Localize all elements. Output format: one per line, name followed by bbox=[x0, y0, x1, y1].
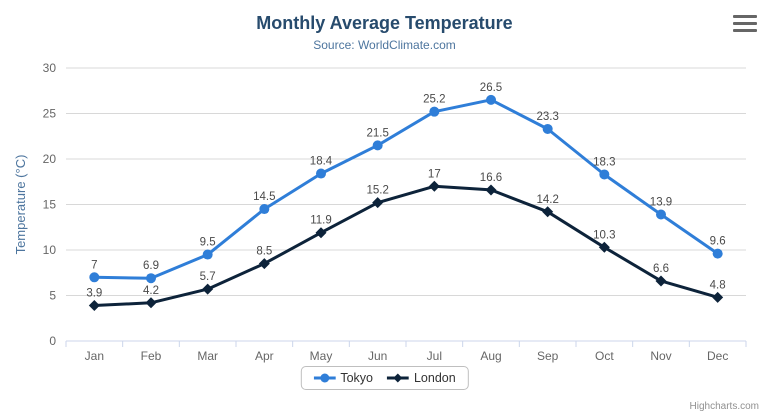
hamburger-menu-icon bbox=[733, 28, 757, 32]
x-axis-label: Apr bbox=[255, 349, 274, 363]
data-point-tokyo[interactable] bbox=[202, 249, 213, 260]
data-point-london[interactable] bbox=[598, 241, 610, 253]
data-point-tokyo[interactable] bbox=[542, 123, 553, 134]
x-axis-label: Sep bbox=[537, 349, 559, 363]
data-label: 15.2 bbox=[366, 185, 388, 197]
y-axis-tick-label: 10 bbox=[43, 243, 57, 257]
data-label: 26.5 bbox=[480, 82, 502, 94]
y-axis-tick-label: 5 bbox=[49, 289, 56, 303]
data-point-london[interactable] bbox=[145, 297, 157, 309]
data-label: 25.2 bbox=[423, 94, 445, 106]
chart-subtitle: Source: WorldClimate.com bbox=[313, 38, 456, 52]
diamond-series-marker-icon bbox=[386, 373, 409, 383]
hamburger-menu-icon bbox=[733, 21, 757, 26]
data-label: 14.2 bbox=[536, 194, 558, 206]
data-point-tokyo[interactable] bbox=[712, 248, 723, 259]
context-menu-button[interactable] bbox=[733, 15, 757, 32]
x-axis-label: Mar bbox=[197, 349, 218, 363]
data-label: 11.9 bbox=[310, 215, 332, 227]
y-axis-title: Temperature (°C) bbox=[13, 155, 28, 255]
data-point-tokyo[interactable] bbox=[372, 140, 383, 151]
data-label: 18.3 bbox=[593, 156, 615, 168]
data-point-london[interactable] bbox=[712, 291, 724, 303]
x-axis-label: Jun bbox=[368, 349, 387, 363]
data-label: 6.6 bbox=[653, 263, 669, 275]
data-point-tokyo[interactable] bbox=[316, 168, 326, 179]
data-label: 4.2 bbox=[143, 285, 159, 297]
data-point-london[interactable] bbox=[88, 300, 100, 312]
x-axis-label: Dec bbox=[707, 349, 728, 363]
data-label: 21.5 bbox=[366, 127, 388, 139]
data-point-tokyo[interactable] bbox=[259, 204, 270, 215]
chart-title: Monthly Average Temperature bbox=[256, 13, 513, 33]
x-axis-label: Nov bbox=[650, 349, 671, 363]
data-label: 9.6 bbox=[710, 236, 726, 248]
data-label: 13.9 bbox=[650, 197, 672, 209]
legend-label: Tokyo bbox=[340, 371, 373, 385]
x-axis-label: Feb bbox=[141, 349, 162, 363]
data-point-london[interactable] bbox=[202, 283, 214, 295]
legend-label: London bbox=[413, 371, 456, 385]
data-point-tokyo[interactable] bbox=[599, 169, 610, 180]
y-axis-tick-label: 30 bbox=[43, 61, 57, 75]
x-axis-label: Aug bbox=[480, 349, 501, 363]
data-label: 18.4 bbox=[310, 156, 333, 168]
data-point-london[interactable] bbox=[428, 180, 440, 192]
data-point-london[interactable] bbox=[372, 197, 384, 209]
y-axis-tick-label: 15 bbox=[43, 198, 57, 212]
data-label: 9.5 bbox=[200, 237, 216, 249]
data-point-london[interactable] bbox=[258, 258, 270, 270]
y-axis-tick-label: 20 bbox=[43, 152, 57, 166]
legend: Tokyo London bbox=[300, 366, 469, 390]
legend-item-london[interactable]: London bbox=[386, 371, 456, 385]
data-label: 3.9 bbox=[86, 288, 102, 300]
x-axis-label: Jan bbox=[85, 349, 104, 363]
data-point-london[interactable] bbox=[315, 227, 327, 239]
data-point-tokyo[interactable] bbox=[656, 209, 666, 220]
x-axis-label: Jul bbox=[427, 349, 442, 363]
data-label: 7 bbox=[91, 259, 97, 271]
data-label: 6.9 bbox=[143, 260, 159, 272]
series-line-tokyo bbox=[92, 98, 720, 280]
data-point-london[interactable] bbox=[542, 206, 554, 218]
x-axis-label: Oct bbox=[595, 349, 614, 363]
hamburger-menu-icon bbox=[733, 15, 757, 19]
data-point-tokyo[interactable] bbox=[429, 106, 440, 117]
data-point-tokyo[interactable] bbox=[486, 94, 496, 105]
series-line-london bbox=[92, 184, 720, 307]
data-point-london[interactable] bbox=[485, 184, 497, 196]
data-label: 23.3 bbox=[536, 111, 558, 123]
y-axis-tick-label: 25 bbox=[43, 107, 57, 121]
data-label: 16.6 bbox=[480, 172, 502, 184]
data-label: 14.5 bbox=[253, 191, 275, 203]
data-point-tokyo[interactable] bbox=[146, 273, 156, 284]
y-axis-tick-label: 0 bbox=[49, 334, 56, 348]
data-label: 10.3 bbox=[593, 229, 615, 241]
legend-item-tokyo[interactable]: Tokyo bbox=[313, 371, 373, 385]
data-point-tokyo[interactable] bbox=[89, 272, 100, 283]
data-label: 4.8 bbox=[710, 279, 726, 291]
data-label: 5.7 bbox=[200, 271, 216, 283]
data-label: 17 bbox=[428, 168, 441, 180]
data-point-london[interactable] bbox=[655, 275, 667, 287]
data-label: 8.5 bbox=[256, 246, 272, 258]
x-axis-label: May bbox=[310, 349, 333, 363]
credits-link[interactable]: Highcharts.com bbox=[689, 401, 759, 412]
circle-series-marker-icon bbox=[313, 373, 336, 383]
